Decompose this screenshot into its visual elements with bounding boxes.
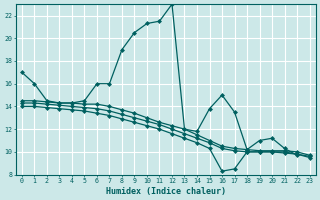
X-axis label: Humidex (Indice chaleur): Humidex (Indice chaleur) bbox=[106, 187, 226, 196]
